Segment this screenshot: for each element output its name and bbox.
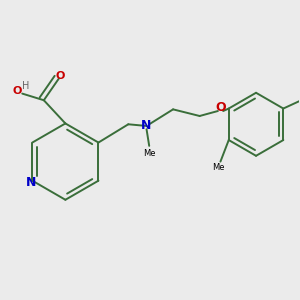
Text: N: N bbox=[26, 176, 36, 189]
Text: Me: Me bbox=[143, 149, 155, 158]
Text: Me: Me bbox=[212, 163, 225, 172]
Text: O: O bbox=[215, 101, 226, 114]
Text: O: O bbox=[12, 86, 22, 96]
Text: N: N bbox=[141, 119, 152, 132]
Text: H: H bbox=[22, 81, 29, 91]
Text: O: O bbox=[56, 71, 65, 81]
